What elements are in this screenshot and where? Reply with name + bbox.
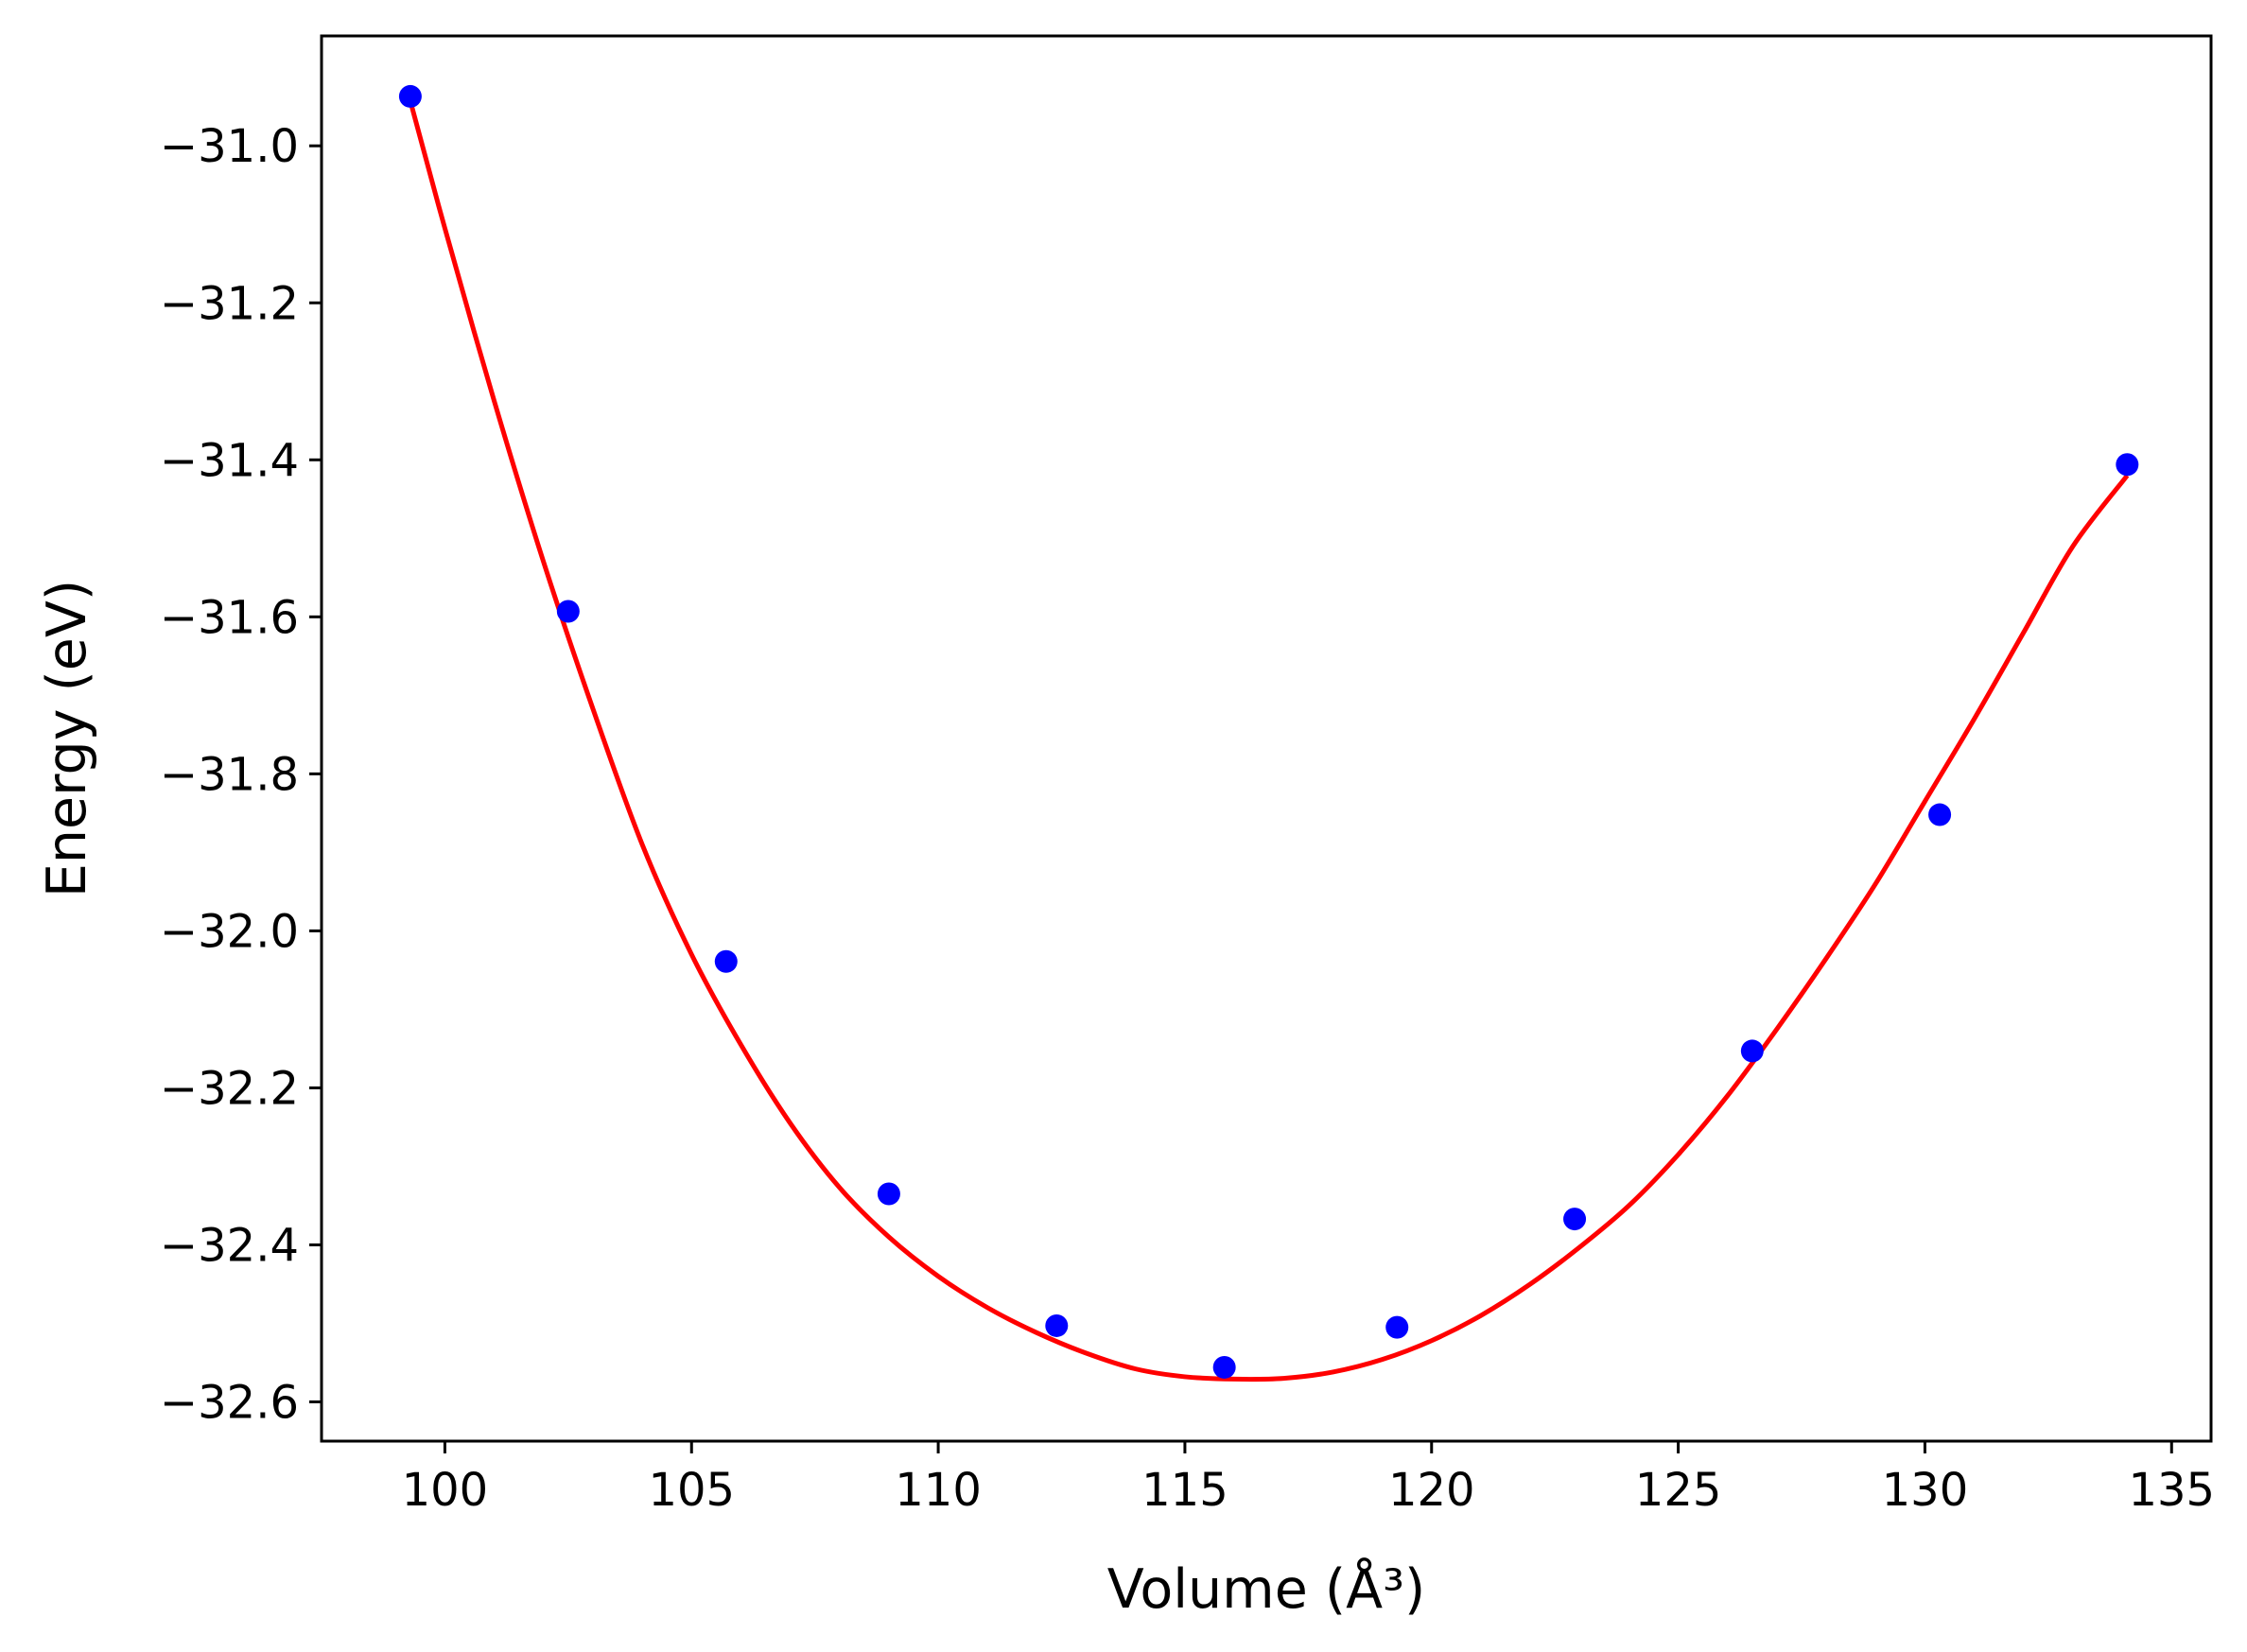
data-point xyxy=(1212,1355,1236,1379)
data-point xyxy=(1740,1039,1764,1063)
x-tick-label: 110 xyxy=(895,1464,982,1517)
data-point xyxy=(398,84,422,108)
y-tick-label: −32.6 xyxy=(160,1376,299,1429)
x-tick-label: 120 xyxy=(1388,1464,1475,1517)
x-tick-label: 130 xyxy=(1882,1464,1969,1517)
x-tick-label: 125 xyxy=(1635,1464,1722,1517)
y-tick-label: −31.4 xyxy=(160,434,299,487)
x-axis-ticks: 100 105 110 115 120 125 130 135 xyxy=(402,1441,2215,1517)
data-points xyxy=(398,84,2139,1379)
data-point xyxy=(556,600,580,623)
x-tick-label: 115 xyxy=(1141,1464,1228,1517)
fit-curve-line xyxy=(408,100,2130,1382)
y-tick-label: −32.2 xyxy=(160,1062,299,1115)
data-point xyxy=(1563,1208,1587,1231)
y-axis-ticks: −31.0 −31.2 −31.4 −31.6 −31.8 −32.0 −32.2 −32.4… xyxy=(160,120,322,1429)
x-tick-label: 135 xyxy=(2128,1464,2215,1517)
data-point xyxy=(1928,803,1952,826)
x-tick-label: 105 xyxy=(648,1464,735,1517)
y-axis-title: Energy (eV) xyxy=(36,580,98,897)
x-axis-title: Volume (Å³) xyxy=(1107,1556,1425,1621)
data-point xyxy=(1385,1315,1409,1339)
data-point xyxy=(877,1182,900,1206)
y-tick-label: −31.6 xyxy=(160,591,299,644)
y-tick-label: −31.8 xyxy=(160,748,299,801)
plot-area-frame xyxy=(320,34,2213,1443)
data-point xyxy=(1045,1313,1069,1337)
y-tick-label: −32.4 xyxy=(160,1219,299,1272)
data-point xyxy=(714,949,738,973)
y-tick-label: −31.0 xyxy=(160,120,299,173)
y-tick-label: −31.2 xyxy=(160,277,299,330)
y-tick-label: −32.0 xyxy=(160,905,299,958)
x-tick-label: 100 xyxy=(402,1464,489,1517)
data-point xyxy=(2116,453,2139,477)
